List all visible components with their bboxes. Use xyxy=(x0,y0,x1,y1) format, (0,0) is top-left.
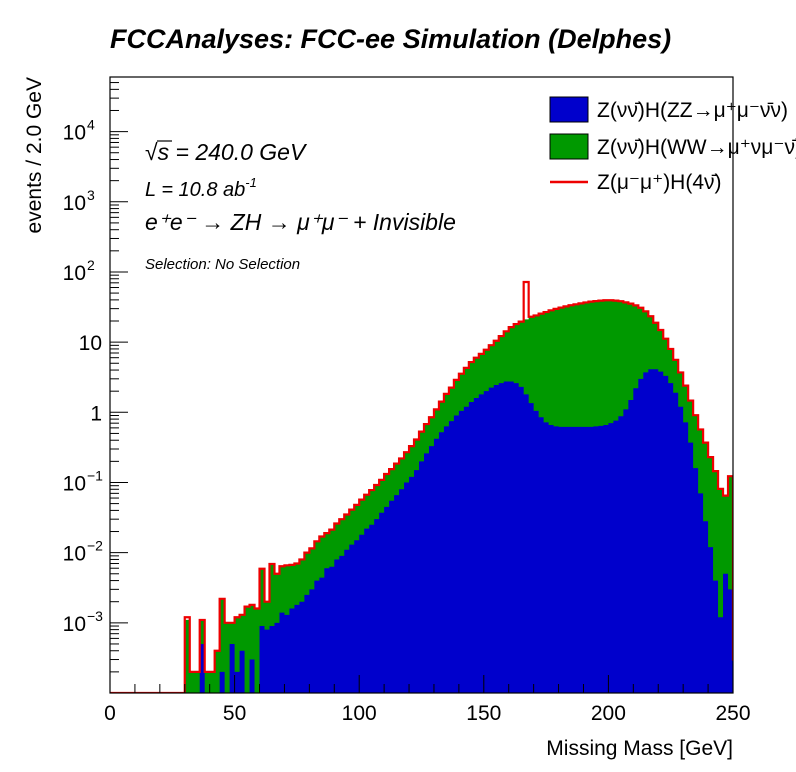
series-line-total xyxy=(110,280,733,693)
legend-swatch-zz xyxy=(549,96,589,123)
sqrt-s-value: s = 240.0 GeV xyxy=(158,139,308,165)
lumi-annotation: L = 10.8 ab-1 xyxy=(145,175,257,201)
y-tick-exponent: −2 xyxy=(87,538,103,554)
y-tick-label: 10 xyxy=(63,613,86,636)
y-tick-exponent: −3 xyxy=(87,608,103,624)
y-tick-label: 10 xyxy=(63,262,86,285)
y-axis-label: events / 2.0 GeV xyxy=(23,77,46,233)
y-tick-label: 10 xyxy=(63,192,86,215)
y-tick-label: 1 xyxy=(90,402,102,425)
plot-frame xyxy=(109,76,734,694)
x-tick-label: 0 xyxy=(104,702,116,725)
legend-label-zz: Z(νν̄)H(ZZ→μ⁺μ⁻ν̄ν) xyxy=(597,99,788,122)
legend-label-line: Z(μ⁻μ⁺)H(4ν̄) xyxy=(597,171,722,194)
y-tick-exponent: 2 xyxy=(87,257,95,273)
legend-swatch-ww xyxy=(549,133,589,160)
chart-title: FCCAnalyses: FCC-ee Simulation (Delphes) xyxy=(110,24,671,54)
plot-area xyxy=(110,280,733,693)
legend-label-ww: Z(νν̄)H(WW→μ⁺νμ⁻ν̄) xyxy=(597,136,796,159)
series-fill-zzmumu xyxy=(184,369,733,693)
y-tick-label: 10 xyxy=(79,332,102,355)
x-tick-label: 200 xyxy=(591,702,626,725)
legend: Z(νν̄)H(ZZ→μ⁺μ⁻ν̄ν) Z(νν̄)H(WW→μ⁺νμ⁻ν̄) … xyxy=(549,96,796,194)
x-axis: 0 50 100 150 200 250 xyxy=(104,675,751,725)
x-tick-label: 250 xyxy=(715,702,750,725)
x-axis-label: Missing Mass [GeV] xyxy=(546,737,733,760)
sqrt-symbol: √ xyxy=(145,139,158,165)
y-tick-label: 10 xyxy=(63,543,86,566)
x-tick-label: 100 xyxy=(342,702,377,725)
y-tick-exponent: −1 xyxy=(87,467,103,483)
process-annotation: e⁺e⁻ → ZH → μ⁺μ⁻ + Invisible xyxy=(145,209,456,235)
sqrt-s-annotation: √s = 240.0 GeV xyxy=(145,139,308,165)
y-tick-exponent: 3 xyxy=(87,187,95,203)
x-tick-label: 150 xyxy=(466,702,501,725)
y-tick-exponent: 4 xyxy=(87,117,95,133)
x-tick-label: 50 xyxy=(223,702,246,725)
selection-annotation: Selection: No Selection xyxy=(145,256,300,273)
y-tick-label: 10 xyxy=(63,122,86,145)
lumi-exponent: -1 xyxy=(245,175,257,190)
y-tick-label: 10 xyxy=(63,472,86,495)
lumi-value: L = 10.8 ab xyxy=(145,179,245,201)
